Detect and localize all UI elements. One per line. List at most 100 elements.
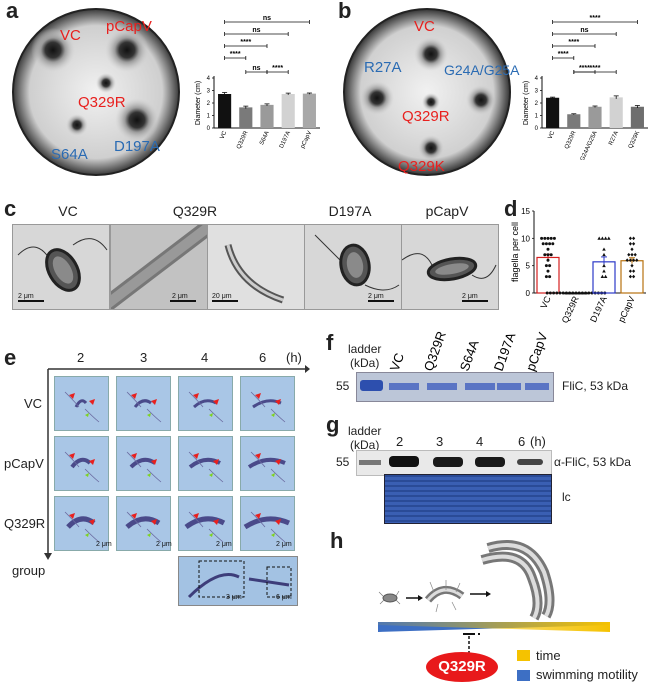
f-lane-s64a: S64A — [457, 338, 482, 373]
e-group-label: group — [12, 563, 46, 578]
data-point — [571, 291, 575, 295]
x-tick-label: S64A — [259, 130, 271, 146]
lm-cell — [178, 376, 233, 431]
y-axis-label: Diameter (cm) — [523, 81, 530, 125]
h-legend-time-swatch — [517, 650, 530, 661]
bar-D197A — [281, 94, 295, 128]
plate-b-label-vc: VC — [414, 18, 435, 35]
h-time-wedge — [378, 622, 610, 632]
data-point — [545, 291, 549, 295]
lm-cell — [240, 496, 295, 551]
e-scale-zoom-b: 6 μm — [276, 594, 292, 601]
bar-chart-a: 0 1 2 3 4 Diameter (cm) VC Q329R S64A D197A pCapV n… — [195, 15, 320, 150]
lm-cell — [240, 376, 295, 431]
h-arrow-1 — [406, 595, 423, 601]
em-title-d197a: D197A — [328, 203, 372, 219]
lm-cell — [116, 496, 171, 551]
lm-cell — [54, 496, 109, 551]
data-point — [600, 274, 605, 278]
bar-R27A — [609, 97, 623, 128]
data-point — [558, 291, 562, 295]
g-ladder-label: ladder — [348, 424, 382, 438]
g-time-unit: (h) — [530, 434, 546, 449]
f-lane-d197a: D197A — [491, 330, 519, 373]
x-tick-label: Q329R — [236, 130, 250, 150]
data-point — [546, 253, 550, 257]
g-band-6h — [517, 459, 543, 465]
h-legend-time-label: time — [536, 648, 561, 663]
panel-label-d: d — [504, 196, 518, 221]
data-point — [561, 291, 565, 295]
panel-label-a: a — [6, 0, 19, 23]
panel-label-e: e — [4, 345, 17, 370]
significance-label: ns — [580, 27, 588, 34]
data-point — [546, 269, 550, 273]
data-point — [602, 247, 606, 251]
bar-chart-b: 0 1 2 3 4 Diameter (cm) VC Q329R G24A/G25A R27A Q3… — [523, 15, 648, 162]
y-tick-label: 5 — [526, 262, 531, 271]
significance-label: ns — [252, 27, 260, 34]
data-point — [564, 291, 568, 295]
g-band-4h — [475, 457, 505, 467]
bar-VC — [218, 94, 232, 128]
em-scale-d197a: 2 μm — [368, 293, 384, 300]
e-scale-row3-col3: 2 μm — [216, 541, 232, 548]
significance-label: **** — [240, 39, 251, 46]
x-tick-label: D197A — [279, 130, 292, 149]
em-scale-q329r-a: 2 μm — [172, 293, 188, 300]
mean-bar-VC — [536, 256, 560, 294]
y-tick-label: 10 — [521, 234, 530, 243]
data-point — [574, 291, 578, 295]
panel-label-h: h — [330, 528, 344, 553]
data-point — [633, 252, 637, 257]
g-band-label: α-FliC, 53 kDa — [554, 455, 631, 469]
x-tick-label: VC — [219, 130, 228, 141]
data-point — [568, 291, 572, 295]
data-point — [607, 236, 611, 240]
f-marker: 55 — [336, 379, 350, 393]
h-cell-medium — [424, 580, 465, 613]
data-point — [627, 252, 631, 257]
significance-label: **** — [590, 15, 601, 22]
e-time-6: 6 — [259, 350, 267, 365]
h-cell-long — [480, 540, 555, 621]
y-tick-label: 15 — [521, 207, 530, 216]
y-tick-label: 3 — [207, 89, 211, 95]
data-point — [548, 275, 552, 279]
e-row-vc: VC — [24, 396, 43, 411]
bar-Q329K — [630, 106, 644, 128]
f-band-label: FliC, 53 kDa — [562, 379, 629, 393]
g-loading-gel — [384, 474, 552, 524]
y-axis-label: flagella per cell — [510, 222, 520, 282]
g-ladder-unit: (kDa) — [350, 438, 380, 452]
data-point — [544, 264, 548, 268]
data-point — [577, 291, 581, 295]
f-ladder-band — [360, 380, 383, 391]
data-point — [628, 269, 632, 273]
data-point — [546, 247, 550, 251]
data-point — [632, 274, 636, 279]
plate-b-label-g24a: G24A/G25A — [444, 62, 520, 78]
data-point — [602, 263, 606, 268]
em-image-pcapv — [401, 224, 499, 310]
f-lane-labels: VC Q329R S64A D197A pCapV — [387, 329, 551, 373]
f-band-d197a — [497, 383, 521, 390]
data-point — [632, 242, 636, 246]
x-tick-label: D197A — [588, 295, 609, 324]
x-tick-label: VC — [547, 130, 556, 141]
f-gel — [356, 372, 554, 402]
lm-cell — [54, 376, 109, 431]
h-legend-motility-label: swimming motility — [536, 667, 638, 682]
data-point — [625, 258, 629, 262]
f-band-vc — [389, 383, 419, 390]
lm-cell — [178, 496, 233, 551]
chart-d: 0 5 10 15 flagella per cell VC Q329R D197A pCapV — [506, 205, 654, 335]
e-scale-zoom-a: 3 μm — [226, 594, 242, 601]
panel-label-b: b — [338, 0, 352, 23]
em-title-q329r: Q329R — [172, 203, 218, 219]
h-mutant-badge — [426, 652, 498, 682]
data-point — [628, 236, 632, 241]
f-band-pcapv — [525, 383, 549, 390]
e-scale-row3-col1: 2 μm — [96, 541, 112, 548]
